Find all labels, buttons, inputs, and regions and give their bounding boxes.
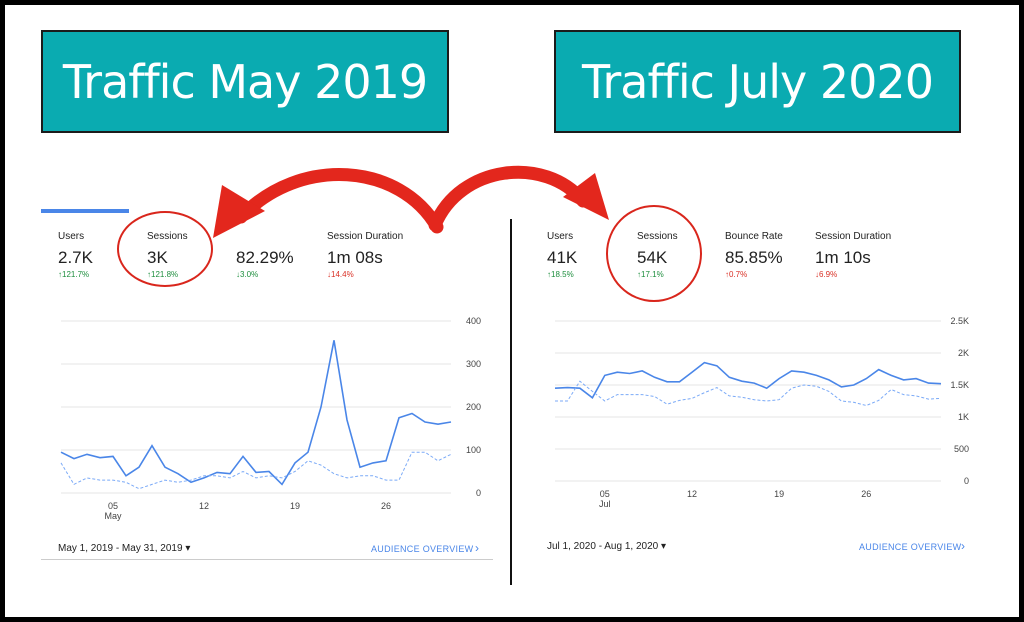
date-range-text: May 1, 2019 - May 31, 2019 — [58, 543, 183, 554]
date-range-selector[interactable]: Jul 1, 2020 - Aug 1, 2020 ▾ — [547, 541, 666, 552]
banner-left-title: Traffic May 2019 — [41, 30, 449, 133]
audience-overview-link[interactable]: AUDIENCE OVERVIEW — [371, 544, 474, 554]
date-range-selector[interactable]: May 1, 2019 - May 31, 2019 ▾ — [58, 543, 190, 554]
y-tick-label: 0 — [964, 476, 969, 486]
right-traffic-chart: 2.5K 2K 1.5K 1K 500 0 05 12 19 26 Jul — [554, 316, 969, 509]
metric-value: 85.85% — [725, 248, 783, 267]
metric-bounce-rate[interactable]: 82.29% ↓3.0% — [236, 231, 294, 279]
series-line-dashed — [555, 380, 942, 407]
x-tick-label: 12 — [687, 489, 697, 499]
x-tick-label: 26 — [861, 489, 871, 499]
arrowhead-right-icon — [563, 173, 609, 220]
x-tick-label: 12 — [199, 501, 209, 511]
metric-users[interactable]: Users 41K ↑18.5% — [547, 231, 577, 279]
y-tick-label: 500 — [954, 444, 969, 454]
highlight-circle-right-sessions — [606, 205, 702, 302]
y-tick-label: 1.5K — [950, 380, 969, 390]
banner-right-title: Traffic July 2020 — [554, 30, 961, 133]
metric-value: 82.29% — [236, 248, 294, 267]
x-month-label: Jul — [599, 499, 611, 509]
metric-delta: ↑121.7% — [58, 270, 90, 279]
x-tick-label: 26 — [381, 501, 391, 511]
curved-arrow-left-icon — [234, 168, 444, 234]
curved-arrow-right-icon — [428, 165, 590, 232]
metric-session-duration[interactable]: Session Duration 1m 08s ↓14.4% — [327, 231, 403, 279]
caret-down-icon: ▾ — [185, 543, 191, 554]
caret-down-icon: ▾ — [660, 541, 667, 552]
metric-value: 1m 08s — [327, 248, 383, 267]
x-month-label: May — [104, 511, 122, 521]
x-tick-label: 05 — [600, 489, 610, 499]
metric-label: Session Duration — [815, 231, 892, 242]
metric-delta: ↑0.7% — [725, 270, 748, 279]
y-tick-label: 1K — [958, 412, 969, 422]
metric-value: 1m 10s — [815, 248, 871, 267]
y-tick-label: 300 — [466, 359, 481, 369]
chevron-right-icon[interactable]: › — [961, 539, 965, 553]
y-tick-label: 400 — [466, 316, 481, 326]
center-divider — [510, 219, 512, 585]
series-line-dashed — [60, 451, 452, 490]
x-tick-label: 19 — [774, 489, 784, 499]
metric-label: Bounce Rate — [725, 231, 783, 242]
metric-session-duration[interactable]: Session Duration 1m 10s ↓6.9% — [815, 231, 891, 279]
y-tick-label: 200 — [466, 402, 481, 412]
metric-delta: ↑18.5% — [547, 270, 574, 279]
comparison-arrows — [213, 165, 609, 238]
metric-value: 2.7K — [58, 248, 93, 267]
highlight-circle-left-sessions — [117, 211, 213, 287]
metric-delta: ↓3.0% — [236, 270, 259, 279]
active-tab-indicator — [41, 209, 129, 213]
metric-value: 41K — [547, 248, 578, 267]
y-tick-label: 2K — [958, 348, 969, 358]
y-tick-label: 2.5K — [950, 316, 969, 326]
x-tick-label: 19 — [290, 501, 300, 511]
arrowhead-left-icon — [213, 185, 265, 238]
metric-delta: ↓6.9% — [815, 270, 838, 279]
right-analytics-panel: Users 41K ↑18.5% Sessions 54K ↑17.1% Bou… — [531, 215, 981, 555]
chevron-right-icon[interactable]: › — [475, 541, 479, 555]
image-frame: Traffic May 2019 Traffic July 2020 Users… — [5, 5, 1019, 617]
metric-label: Users — [58, 231, 85, 242]
left-traffic-chart: 400 300 200 100 0 05 12 19 26 May — [60, 316, 481, 521]
x-tick-label: 05 — [108, 501, 118, 511]
series-line-solid — [60, 340, 452, 486]
date-range-text: Jul 1, 2020 - Aug 1, 2020 — [547, 541, 659, 552]
y-tick-label: 0 — [476, 488, 481, 498]
y-tick-label: 100 — [466, 445, 481, 455]
audience-overview-link[interactable]: AUDIENCE OVERVIEW — [859, 542, 962, 552]
metric-delta: ↓14.4% — [327, 270, 354, 279]
metric-bounce-rate[interactable]: Bounce Rate 85.85% ↑0.7% — [725, 231, 783, 279]
series-line-solid — [554, 361, 942, 400]
metric-label: Users — [547, 231, 574, 242]
metric-users[interactable]: Users 2.7K ↑121.7% — [58, 231, 93, 279]
metric-label: Session Duration — [327, 231, 404, 242]
